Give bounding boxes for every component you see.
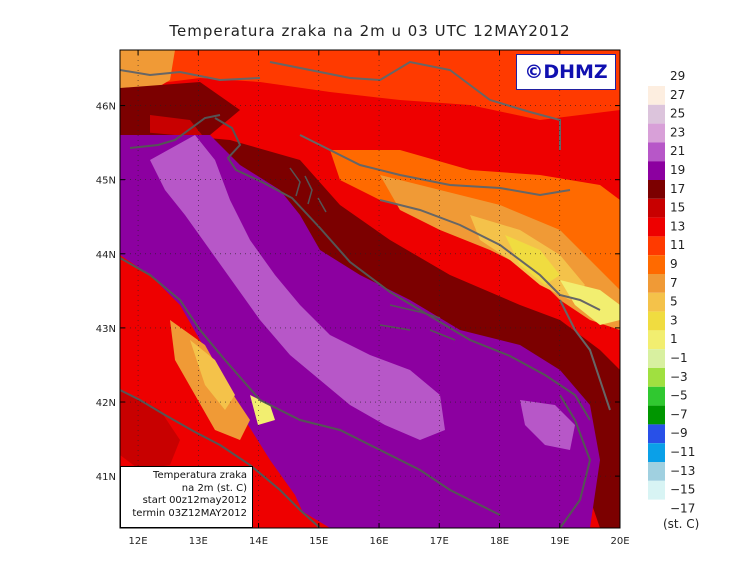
border — [120, 69, 261, 82]
info-box: Temperatura zraka na 2m (st. C) start 00… — [120, 466, 253, 528]
legend-swatch — [648, 255, 665, 274]
legend-label: −17 — [670, 501, 695, 515]
legend-label: 11 — [670, 238, 685, 252]
legend-label: 3 — [670, 313, 678, 327]
temperature-region — [505, 235, 560, 285]
legend-swatch — [648, 349, 665, 368]
lat-tick-label: 42N — [96, 398, 116, 409]
legend-label: −3 — [670, 370, 688, 384]
axis-labels: 12E 13E 14E 15E 16E 17E 18E 19E 20E 46N 45N 44N 43N 4… — [96, 102, 630, 547]
legend-label: 25 — [670, 107, 685, 121]
legend-label: 15 — [670, 201, 685, 215]
lon-tick-label: 12E — [129, 536, 148, 547]
lon-tick-label: 15E — [309, 536, 328, 547]
lat-tick-label: 44N — [96, 250, 116, 261]
legend-label: −7 — [670, 407, 688, 421]
legend-label: 19 — [670, 163, 685, 177]
lon-tick-label: 14E — [249, 536, 268, 547]
legend-swatch — [648, 311, 665, 331]
legend-unit: (st. C) — [663, 517, 699, 531]
legend-swatch — [648, 443, 665, 462]
legend-swatch — [648, 462, 665, 481]
temperature-region — [560, 280, 620, 325]
legend-swatch — [648, 292, 665, 312]
legend-swatch — [648, 217, 665, 237]
coastline — [120, 257, 501, 516]
legend-swatch — [648, 142, 665, 162]
legend-label: −1 — [670, 351, 688, 365]
legend-swatch — [648, 368, 665, 387]
legend-label: 1 — [670, 332, 678, 346]
graticule — [120, 50, 620, 528]
lon-tick-label: 17E — [430, 536, 449, 547]
legend-label: −9 — [670, 426, 688, 440]
temperature-region — [120, 390, 180, 470]
lon-tick-label: 19E — [550, 536, 569, 547]
legend-swatch — [648, 198, 665, 218]
legend-label: −11 — [670, 445, 695, 459]
info-line: termin 03Z12MAY2012 — [132, 507, 247, 519]
legend-swatch — [648, 480, 665, 500]
legend-label: −5 — [670, 389, 688, 403]
legend-label: 23 — [670, 125, 685, 139]
coastline — [129, 114, 221, 149]
border — [559, 299, 611, 411]
legend-swatch — [648, 424, 665, 444]
temperature-region — [250, 395, 275, 425]
border — [269, 60, 561, 150]
legend-label: −13 — [670, 464, 695, 478]
legend-swatch — [648, 386, 665, 406]
legend-swatch — [648, 104, 665, 124]
lon-tick-label: 13E — [189, 536, 208, 547]
legend-label: 5 — [670, 295, 678, 309]
legend-label: 7 — [670, 276, 678, 290]
coastline — [214, 117, 591, 421]
legend-label: 27 — [670, 88, 685, 102]
lon-tick-label: 16E — [370, 536, 389, 547]
info-line: Temperatura zraka — [153, 470, 247, 481]
legend-swatch — [648, 180, 665, 199]
legend-swatch — [648, 274, 665, 293]
island-outline — [289, 167, 327, 213]
temperature-region — [190, 340, 235, 410]
coastline — [120, 389, 321, 528]
lat-tick-label: 43N — [96, 324, 116, 335]
legend-label: 9 — [670, 257, 678, 271]
legend-label: 13 — [670, 219, 685, 233]
legend-swatch — [648, 86, 665, 105]
temperature-region — [120, 50, 175, 92]
border — [379, 199, 601, 311]
legend-label: 17 — [670, 182, 685, 196]
lat-tick-label: 45N — [96, 176, 116, 187]
sea-region — [150, 135, 445, 440]
dhmz-watermark: ©DHMZ — [516, 54, 616, 90]
legend-swatch — [648, 330, 665, 350]
lat-tick-label: 46N — [96, 102, 116, 113]
info-line: start 00z12may2012 — [142, 495, 247, 506]
sea-region — [520, 400, 575, 450]
coastline — [559, 394, 592, 528]
map-frame — [119, 49, 621, 529]
lat-tick-label: 41N — [96, 472, 116, 483]
island-outline — [379, 304, 456, 341]
border — [299, 134, 571, 197]
legend-label: 21 — [670, 144, 685, 158]
legend-swatch — [648, 405, 665, 425]
legend-label: 29 — [670, 69, 685, 83]
lon-tick-label: 20E — [610, 536, 629, 547]
info-line: na 2m (st. C) — [181, 482, 247, 494]
map-title: Temperatura zraka na 2m u 03 UTC 12MAY20… — [169, 22, 571, 40]
lon-tick-label: 18E — [490, 536, 509, 547]
legend-swatch — [648, 236, 665, 256]
legend-label: −15 — [670, 483, 695, 497]
legend-swatch — [648, 161, 665, 180]
legend-swatch — [648, 123, 665, 143]
